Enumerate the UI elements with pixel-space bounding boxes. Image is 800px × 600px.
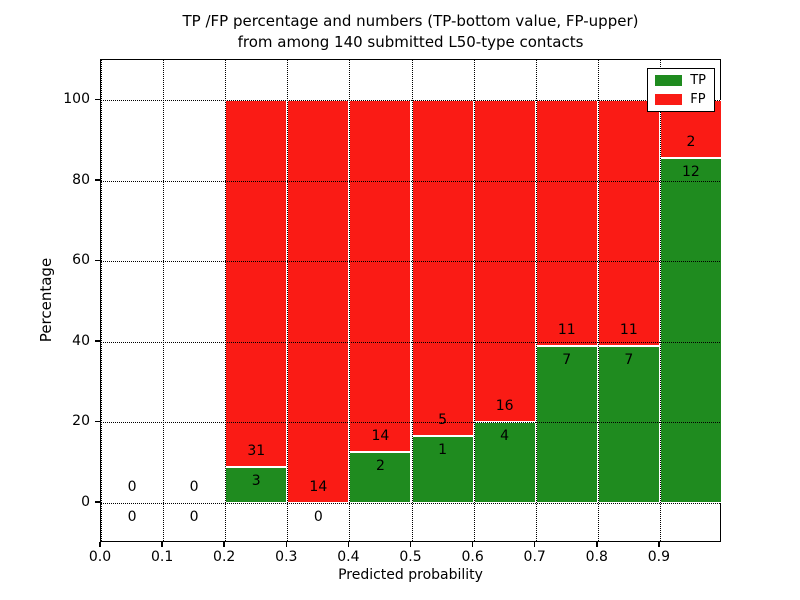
v-gridline: [659, 60, 661, 541]
v-gridline: [597, 60, 599, 541]
plot-area: 0 0 0 0 31 3 14 0 14 2 5 1 16 4 11 7 11 7 2 12 TP FP: [100, 59, 722, 542]
tp-count-label: 7: [562, 352, 572, 369]
fp-count-label: 11: [557, 322, 576, 339]
v-gridline: [163, 60, 165, 541]
y-tick-label: 80: [72, 171, 90, 188]
x-tick-label: 0.6: [461, 549, 484, 565]
h-gridline: [101, 502, 720, 504]
x-tick-label: 0.8: [585, 549, 608, 565]
fp-bar-segment: [535, 100, 598, 347]
x-tick: [285, 542, 288, 547]
x-tick: [658, 542, 660, 547]
y-tick-label: 60: [72, 252, 90, 269]
tp-legend-label: TP: [690, 73, 706, 88]
x-tick-label: 0.3: [275, 549, 298, 565]
chart-title-line1: TP /FP percentage and numbers (TP-bottom…: [182, 12, 639, 30]
fp-count-label: 31: [247, 443, 266, 460]
y-tick-label: 100: [63, 91, 90, 108]
v-gridline: [473, 60, 475, 541]
x-tick: [347, 542, 350, 547]
y-tick-label: 0: [81, 493, 90, 510]
x-axis-label: Predicted probability: [338, 567, 483, 583]
tp-bar-segment: [535, 346, 598, 503]
h-gridline: [101, 261, 720, 263]
x-tick-label: 0.5: [399, 549, 422, 565]
x-tick-label: 0.4: [337, 549, 360, 565]
fp-count-label: 11: [619, 322, 638, 339]
y-tick: [95, 420, 100, 422]
fp-count-label: 5: [438, 411, 448, 428]
y-tick-label: 20: [72, 413, 90, 430]
x-tick-label: 0.0: [88, 549, 112, 565]
tp-count-label: 2: [375, 458, 385, 475]
chart-title: TP /FP percentage and numbers (TP-bottom…: [100, 11, 721, 53]
v-gridline: [411, 60, 413, 541]
tp-count-label: 12: [682, 163, 700, 180]
x-tick: [471, 542, 474, 547]
y-tick: [95, 98, 100, 100]
y-tick: [95, 340, 100, 342]
legend: TP FP: [647, 68, 715, 112]
tp-count-label: 0: [313, 508, 323, 525]
x-tick-label: 0.7: [523, 549, 546, 565]
fp-bar-segment: [411, 100, 474, 436]
fp-count-label: 16: [495, 398, 514, 415]
tp-bar-segment: [225, 467, 288, 503]
fp-bar-segment: [349, 100, 412, 453]
y-tick-label: 40: [72, 332, 90, 349]
x-tick: [99, 542, 101, 547]
y-tick: [95, 501, 100, 503]
fp-legend-label: FP: [690, 92, 706, 107]
legend-row-tp: TP: [655, 74, 706, 87]
fp-bar-segment: [225, 100, 288, 468]
fp-count-label: 0: [127, 478, 137, 495]
h-gridline: [101, 100, 720, 102]
fp-count-label: 14: [309, 478, 328, 495]
v-gridline: [101, 60, 102, 541]
y-axis-label: Percentage: [37, 257, 55, 343]
legend-row-fp: FP: [655, 93, 706, 106]
x-tick: [409, 542, 412, 547]
tp-count-label: 4: [500, 428, 510, 445]
x-tick-label: 0.1: [150, 549, 174, 565]
v-gridline: [535, 60, 537, 541]
tp-bar-segment: [597, 346, 660, 503]
x-tick-label: 0.9: [647, 549, 671, 565]
chart-title-line2: from among 140 submitted L50-type contac…: [237, 33, 584, 51]
v-gridline: [225, 60, 227, 541]
tp-count-label: 0: [189, 508, 199, 525]
v-gridline: [287, 60, 289, 541]
tp-count-label: 7: [624, 352, 634, 369]
h-gridline: [101, 422, 720, 424]
tp-legend-swatch: [655, 75, 683, 86]
h-gridline: [101, 180, 720, 182]
h-gridline: [101, 341, 720, 343]
tp-count-label: 3: [251, 473, 261, 490]
tp-count-label: 0: [127, 508, 137, 525]
x-tick: [223, 542, 225, 547]
fp-count-label: 14: [371, 428, 390, 445]
fp-count-label: 0: [189, 478, 199, 495]
x-tick-label: 0.2: [213, 549, 236, 565]
fp-bar-segment: [287, 100, 350, 503]
y-tick: [95, 179, 100, 181]
x-tick: [596, 542, 598, 547]
v-gridline: [349, 60, 351, 541]
x-tick: [533, 542, 536, 547]
fp-legend-swatch: [655, 94, 683, 105]
x-tick: [161, 542, 163, 547]
fp-bar-segment: [597, 100, 660, 347]
tp-bar-segment: [659, 157, 722, 503]
fp-count-label: 2: [686, 133, 696, 150]
y-tick: [95, 259, 100, 261]
tp-count-label: 1: [438, 441, 448, 458]
